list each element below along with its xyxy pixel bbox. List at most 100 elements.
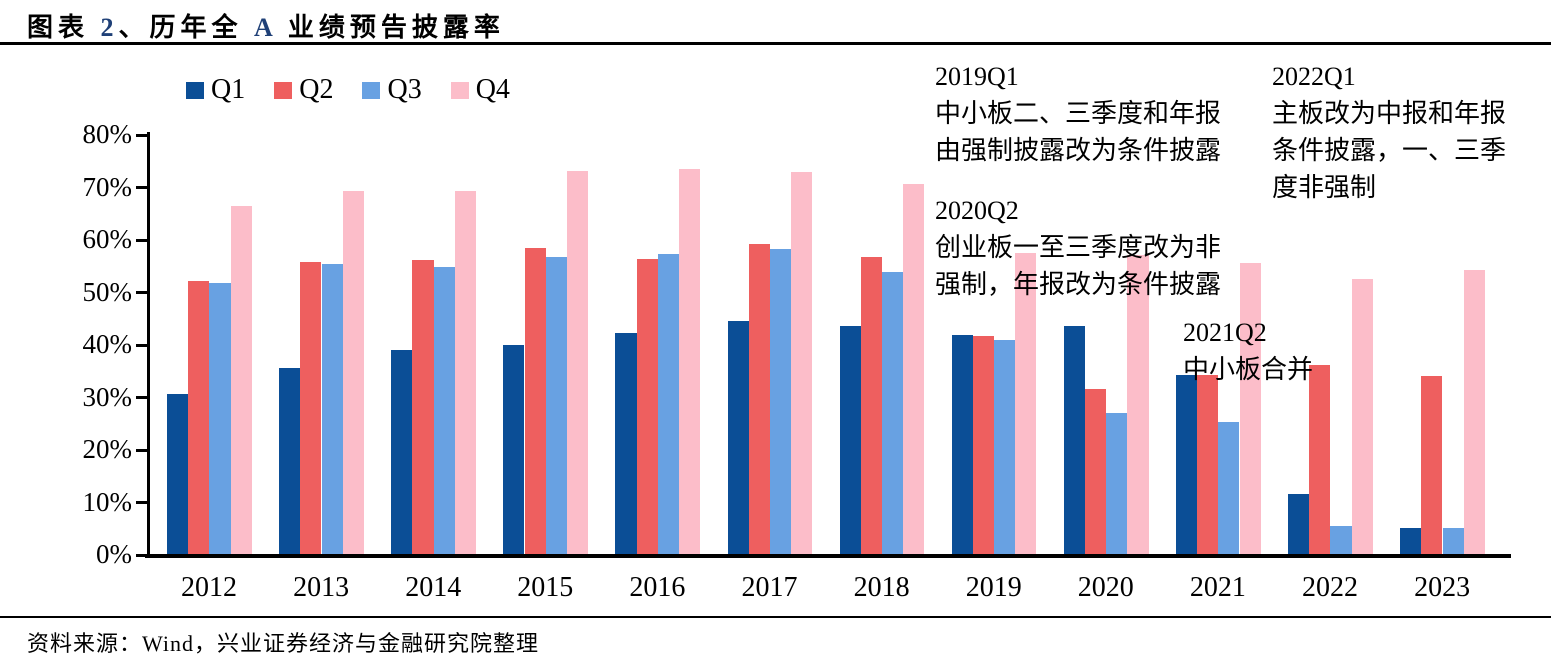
bar-q2-2016 <box>636 258 658 555</box>
y-axis-tick-50 <box>136 291 148 294</box>
bar-q1-2022 <box>1288 493 1310 555</box>
title-segment-1: 2 <box>100 13 119 42</box>
bar-q4-2013 <box>342 191 364 555</box>
y-axis-label-80: 80% <box>82 119 133 149</box>
bar-q1-2017 <box>727 321 749 555</box>
title-segment-3: A <box>254 13 277 42</box>
y-axis-tick-10 <box>136 501 148 504</box>
title-segment-2: 、历年全 <box>118 13 255 42</box>
footer-divider <box>0 616 1551 618</box>
x-axis-label-2016: 2016 <box>629 572 686 603</box>
y-axis-label-40: 40% <box>82 329 133 359</box>
x-axis-label-2020: 2020 <box>1077 572 1134 603</box>
annotation-2021q2: 2021Q2 中小板合并 <box>1183 314 1313 388</box>
x-axis-label-2019: 2019 <box>965 572 1022 603</box>
bar-q3-2020 <box>1106 412 1128 555</box>
x-axis-line <box>145 554 1511 558</box>
bar-q1-2016 <box>615 333 637 555</box>
bar-q2-2023 <box>1421 375 1443 555</box>
bar-q1-2023 <box>1400 527 1422 555</box>
bar-q3-2014 <box>433 266 455 555</box>
bar-q3-2012 <box>209 283 231 555</box>
bar-q4-2023 <box>1463 270 1485 555</box>
y-axis-label-10: 10% <box>82 486 133 517</box>
x-axis-label-2015: 2015 <box>517 572 574 603</box>
bar-q2-2018 <box>860 257 882 555</box>
bar-q4-2021 <box>1239 263 1261 555</box>
bar-q2-2012 <box>188 280 210 555</box>
x-axis-label-2013: 2013 <box>293 572 350 603</box>
title-segment-4: 业绩预告披露率 <box>276 13 505 42</box>
bar-q2-2013 <box>300 262 322 555</box>
bar-q4-2019 <box>1015 253 1037 555</box>
source-text: 资料来源：Wind，兴业证券经济与金融研究院整理 <box>27 631 539 656</box>
legend-label-q1: Q1 <box>211 74 246 105</box>
title-segment-0: 图表 <box>27 13 101 42</box>
title-divider <box>0 42 1551 45</box>
annotation-2-line-0: 2021Q2 <box>1183 318 1267 347</box>
annotation-0-line-0: 2019Q1 <box>935 62 1019 91</box>
legend-label-q2: Q2 <box>299 74 334 105</box>
bar-q3-2023 <box>1442 527 1464 555</box>
y-axis-tick-30 <box>136 396 148 399</box>
bar-q1-2021 <box>1175 375 1198 555</box>
annotation-1-line-0: 2020Q2 <box>935 196 1019 225</box>
annotation-3-line-0: 2022Q1 <box>1272 62 1356 91</box>
annotation-2019q1: 2019Q1 中小板二、三季度和年报 由强制披露改为条件披露 <box>935 58 1221 169</box>
x-axis-label-2023: 2023 <box>1414 572 1471 603</box>
legend-item-q2: Q2 <box>274 76 333 104</box>
y-axis-tick-20 <box>136 448 148 452</box>
y-axis-line <box>147 132 150 558</box>
annotation-2022q1: 2022Q1 主板改为中报和年报 条件披露，一、三季 度非强制 <box>1272 58 1506 206</box>
legend-label-q3: Q3 <box>387 74 422 105</box>
annotation-0-line-1: 中小板二、三季度和年报 <box>935 99 1222 128</box>
bar-q1-2013 <box>279 368 301 555</box>
bar-q3-2017 <box>769 249 792 555</box>
bar-q1-2018 <box>839 325 861 555</box>
legend: Q1 Q2 Q3 Q4 <box>186 72 539 108</box>
legend-swatch-q3 <box>362 81 381 99</box>
legend-item-q3: Q3 <box>362 74 422 105</box>
bar-q1-2020 <box>1063 326 1085 555</box>
legend-label-q4: Q4 <box>475 74 510 105</box>
annotation-3-line-2: 条件披露，一、三季 <box>1272 136 1507 165</box>
x-axis-label-2018: 2018 <box>853 572 910 603</box>
annotation-3-line-1: 主板改为中报和年报 <box>1272 99 1507 128</box>
bar-q3-2018 <box>882 272 904 555</box>
bar-q1-2012 <box>167 393 189 555</box>
bar-q1-2019 <box>951 334 973 555</box>
bar-q3-2013 <box>321 263 343 555</box>
x-axis-label-2014: 2014 <box>405 572 462 603</box>
bar-q2-2014 <box>412 260 434 555</box>
legend-swatch-q4 <box>450 81 469 99</box>
y-axis-label-30: 30% <box>82 381 133 412</box>
bar-q1-2014 <box>391 349 413 555</box>
bar-q4-2015 <box>566 170 589 555</box>
bar-q2-2021 <box>1197 374 1219 555</box>
annotation-3-line-3: 度非强制 <box>1272 173 1377 202</box>
x-axis-label-2012: 2012 <box>181 572 237 603</box>
y-axis-label-0: 0% <box>96 539 132 569</box>
bar-q2-2017 <box>748 244 770 555</box>
legend-swatch-q2 <box>274 81 293 99</box>
bar-q3-2021 <box>1218 422 1240 555</box>
legend-item-q1: Q1 <box>186 76 245 104</box>
bar-q4-2016 <box>679 169 701 555</box>
bar-q2-2022 <box>1309 364 1331 555</box>
y-axis-label-20: 20% <box>82 434 133 464</box>
y-axis-tick-70 <box>136 186 148 189</box>
bar-q4-2017 <box>791 171 813 555</box>
annotation-0-line-2: 由强制披露改为条件披露 <box>935 136 1222 165</box>
x-axis-label-2021: 2021 <box>1189 572 1246 603</box>
bar-q4-2012 <box>230 205 252 555</box>
y-axis-label-50: 50% <box>82 276 133 307</box>
y-axis-tick-60 <box>136 238 148 242</box>
y-axis-tick-40 <box>136 343 148 347</box>
bar-q4-2018 <box>903 183 925 555</box>
bar-q3-2015 <box>545 257 567 555</box>
x-axis-label-2017: 2017 <box>741 572 798 603</box>
bar-q2-2020 <box>1085 389 1107 555</box>
bar-q3-2019 <box>994 340 1016 555</box>
y-axis-tick-0 <box>136 553 148 557</box>
